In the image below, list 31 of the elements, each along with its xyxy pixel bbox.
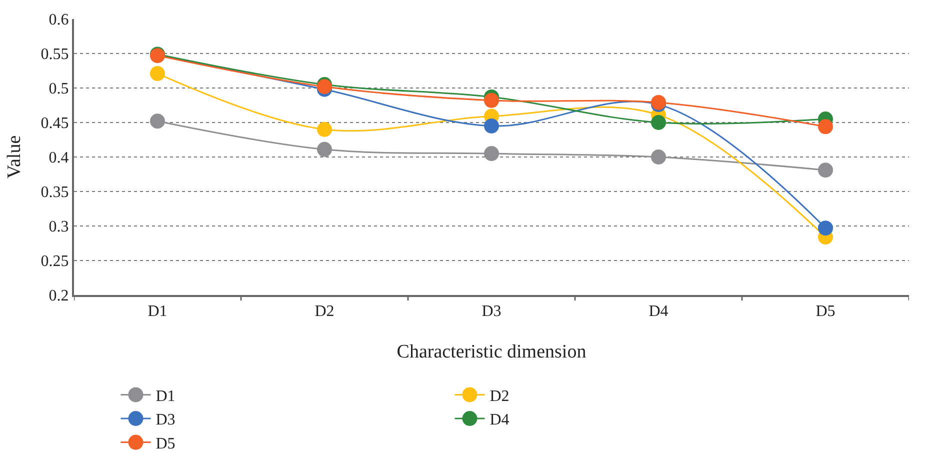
y-tick-label: 0.55 xyxy=(40,46,69,64)
point xyxy=(484,92,499,108)
point xyxy=(317,122,332,137)
point xyxy=(150,114,165,129)
point xyxy=(484,118,499,134)
y-tick-label: 0.45 xyxy=(40,115,69,132)
point xyxy=(150,66,165,82)
point xyxy=(484,146,499,162)
y-tick-label: 0.25 xyxy=(40,253,69,270)
legend-label: D1 xyxy=(156,388,176,405)
y-tick-label: 0.2 xyxy=(48,288,69,305)
point xyxy=(818,162,833,178)
point xyxy=(651,150,666,164)
x-tick-label: D4 xyxy=(648,303,668,320)
x-tick-label: D1 xyxy=(148,303,168,320)
y-axis-title: Value xyxy=(4,135,26,179)
point xyxy=(818,119,833,134)
point xyxy=(651,115,666,130)
x-tick-label: D2 xyxy=(314,303,334,320)
point xyxy=(818,220,833,236)
legend-label: D5 xyxy=(156,436,176,453)
y-tick-label: 0.6 xyxy=(48,12,69,29)
y-tick-label: 0.35 xyxy=(40,184,69,202)
x-axis-title: Characteristic dimension xyxy=(396,342,587,362)
y-tick-label: 0.4 xyxy=(48,150,69,167)
y-tick-label: 0.3 xyxy=(48,218,69,236)
x-tick-label: D3 xyxy=(482,303,502,320)
x-tick-label: D5 xyxy=(816,303,836,320)
legend-label: D2 xyxy=(490,388,510,405)
y-tick-label: 0.5 xyxy=(48,80,69,98)
point xyxy=(317,142,332,157)
